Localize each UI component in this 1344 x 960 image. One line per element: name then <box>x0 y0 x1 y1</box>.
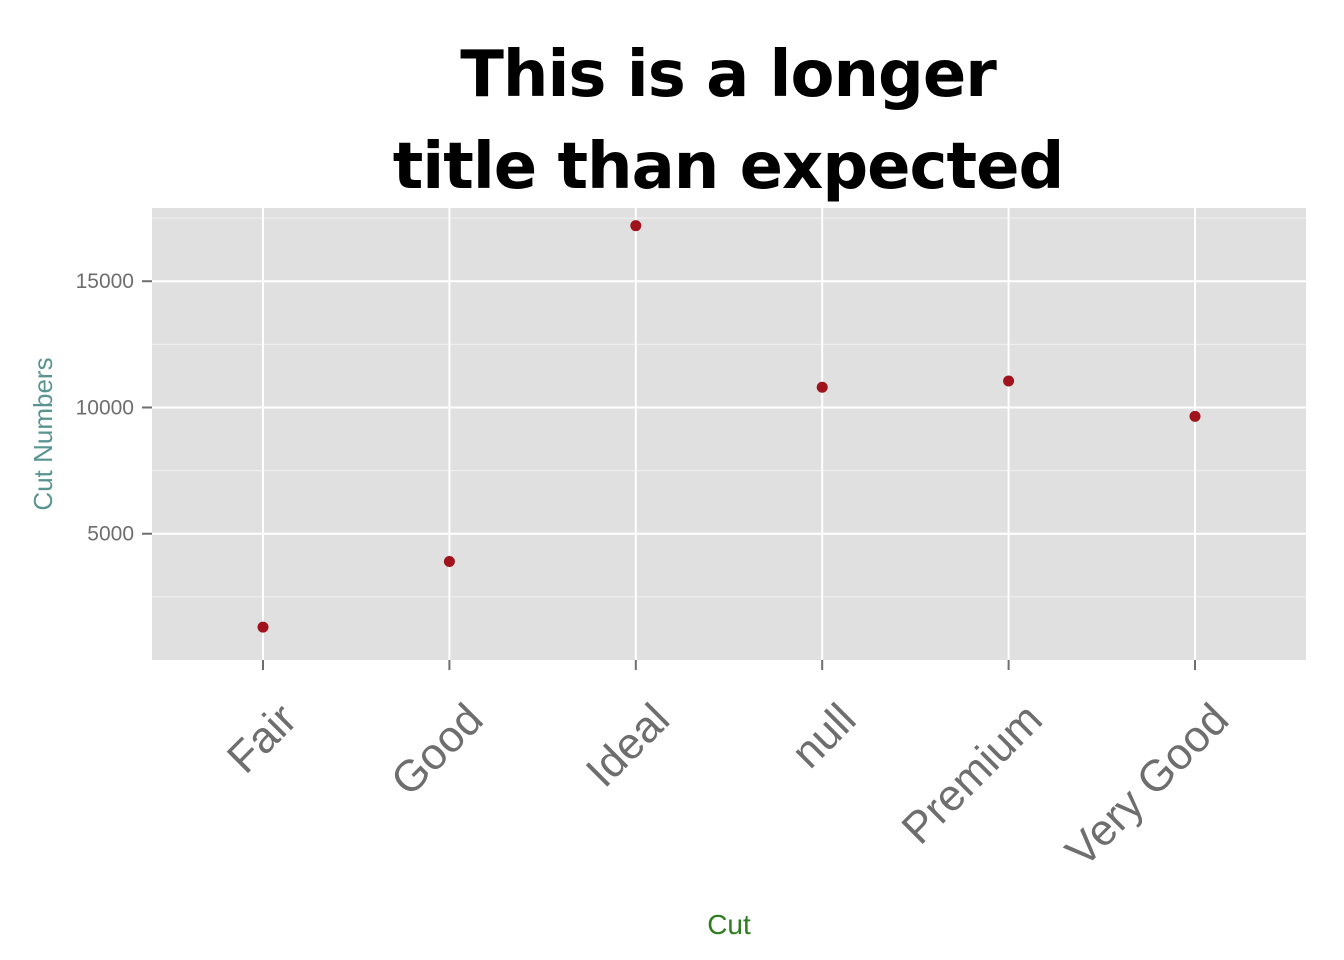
y-tick-label-0: 5000 <box>87 523 134 546</box>
chart-title-line-2: title than expected <box>393 130 1064 204</box>
y-axis-label: Cut Numbers <box>28 357 58 510</box>
chart-title-line-1: This is a longer <box>460 38 997 112</box>
data-point-fair <box>257 621 269 633</box>
x-axis-ticks: Fair Good Ideal null Premium Very Good <box>218 660 1238 876</box>
data-point-very-good <box>1189 410 1201 422</box>
x-tick-label-5: Very Good <box>1056 694 1238 876</box>
major-gridlines <box>152 208 1306 660</box>
data-point-premium <box>1003 375 1015 387</box>
minor-gridlines <box>152 217 1306 598</box>
y-tick-label-2: 15000 <box>76 270 134 293</box>
data-point-ideal <box>630 220 642 232</box>
data-point-null <box>816 381 828 393</box>
x-tick-label-3: null <box>782 694 865 777</box>
data-points <box>257 220 1201 633</box>
x-tick-label-0: Fair <box>218 694 306 782</box>
data-point-good <box>443 556 455 568</box>
plot-panel <box>152 208 1306 660</box>
x-tick-label-1: Good <box>382 694 493 805</box>
x-tick-label-4: Premium <box>893 694 1052 853</box>
y-tick-label-1: 10000 <box>76 396 134 419</box>
x-tick-label-2: Ideal <box>577 694 679 796</box>
y-axis-ticks: 5000 10000 15000 <box>76 270 152 546</box>
x-axis-label: Cut <box>707 909 751 940</box>
